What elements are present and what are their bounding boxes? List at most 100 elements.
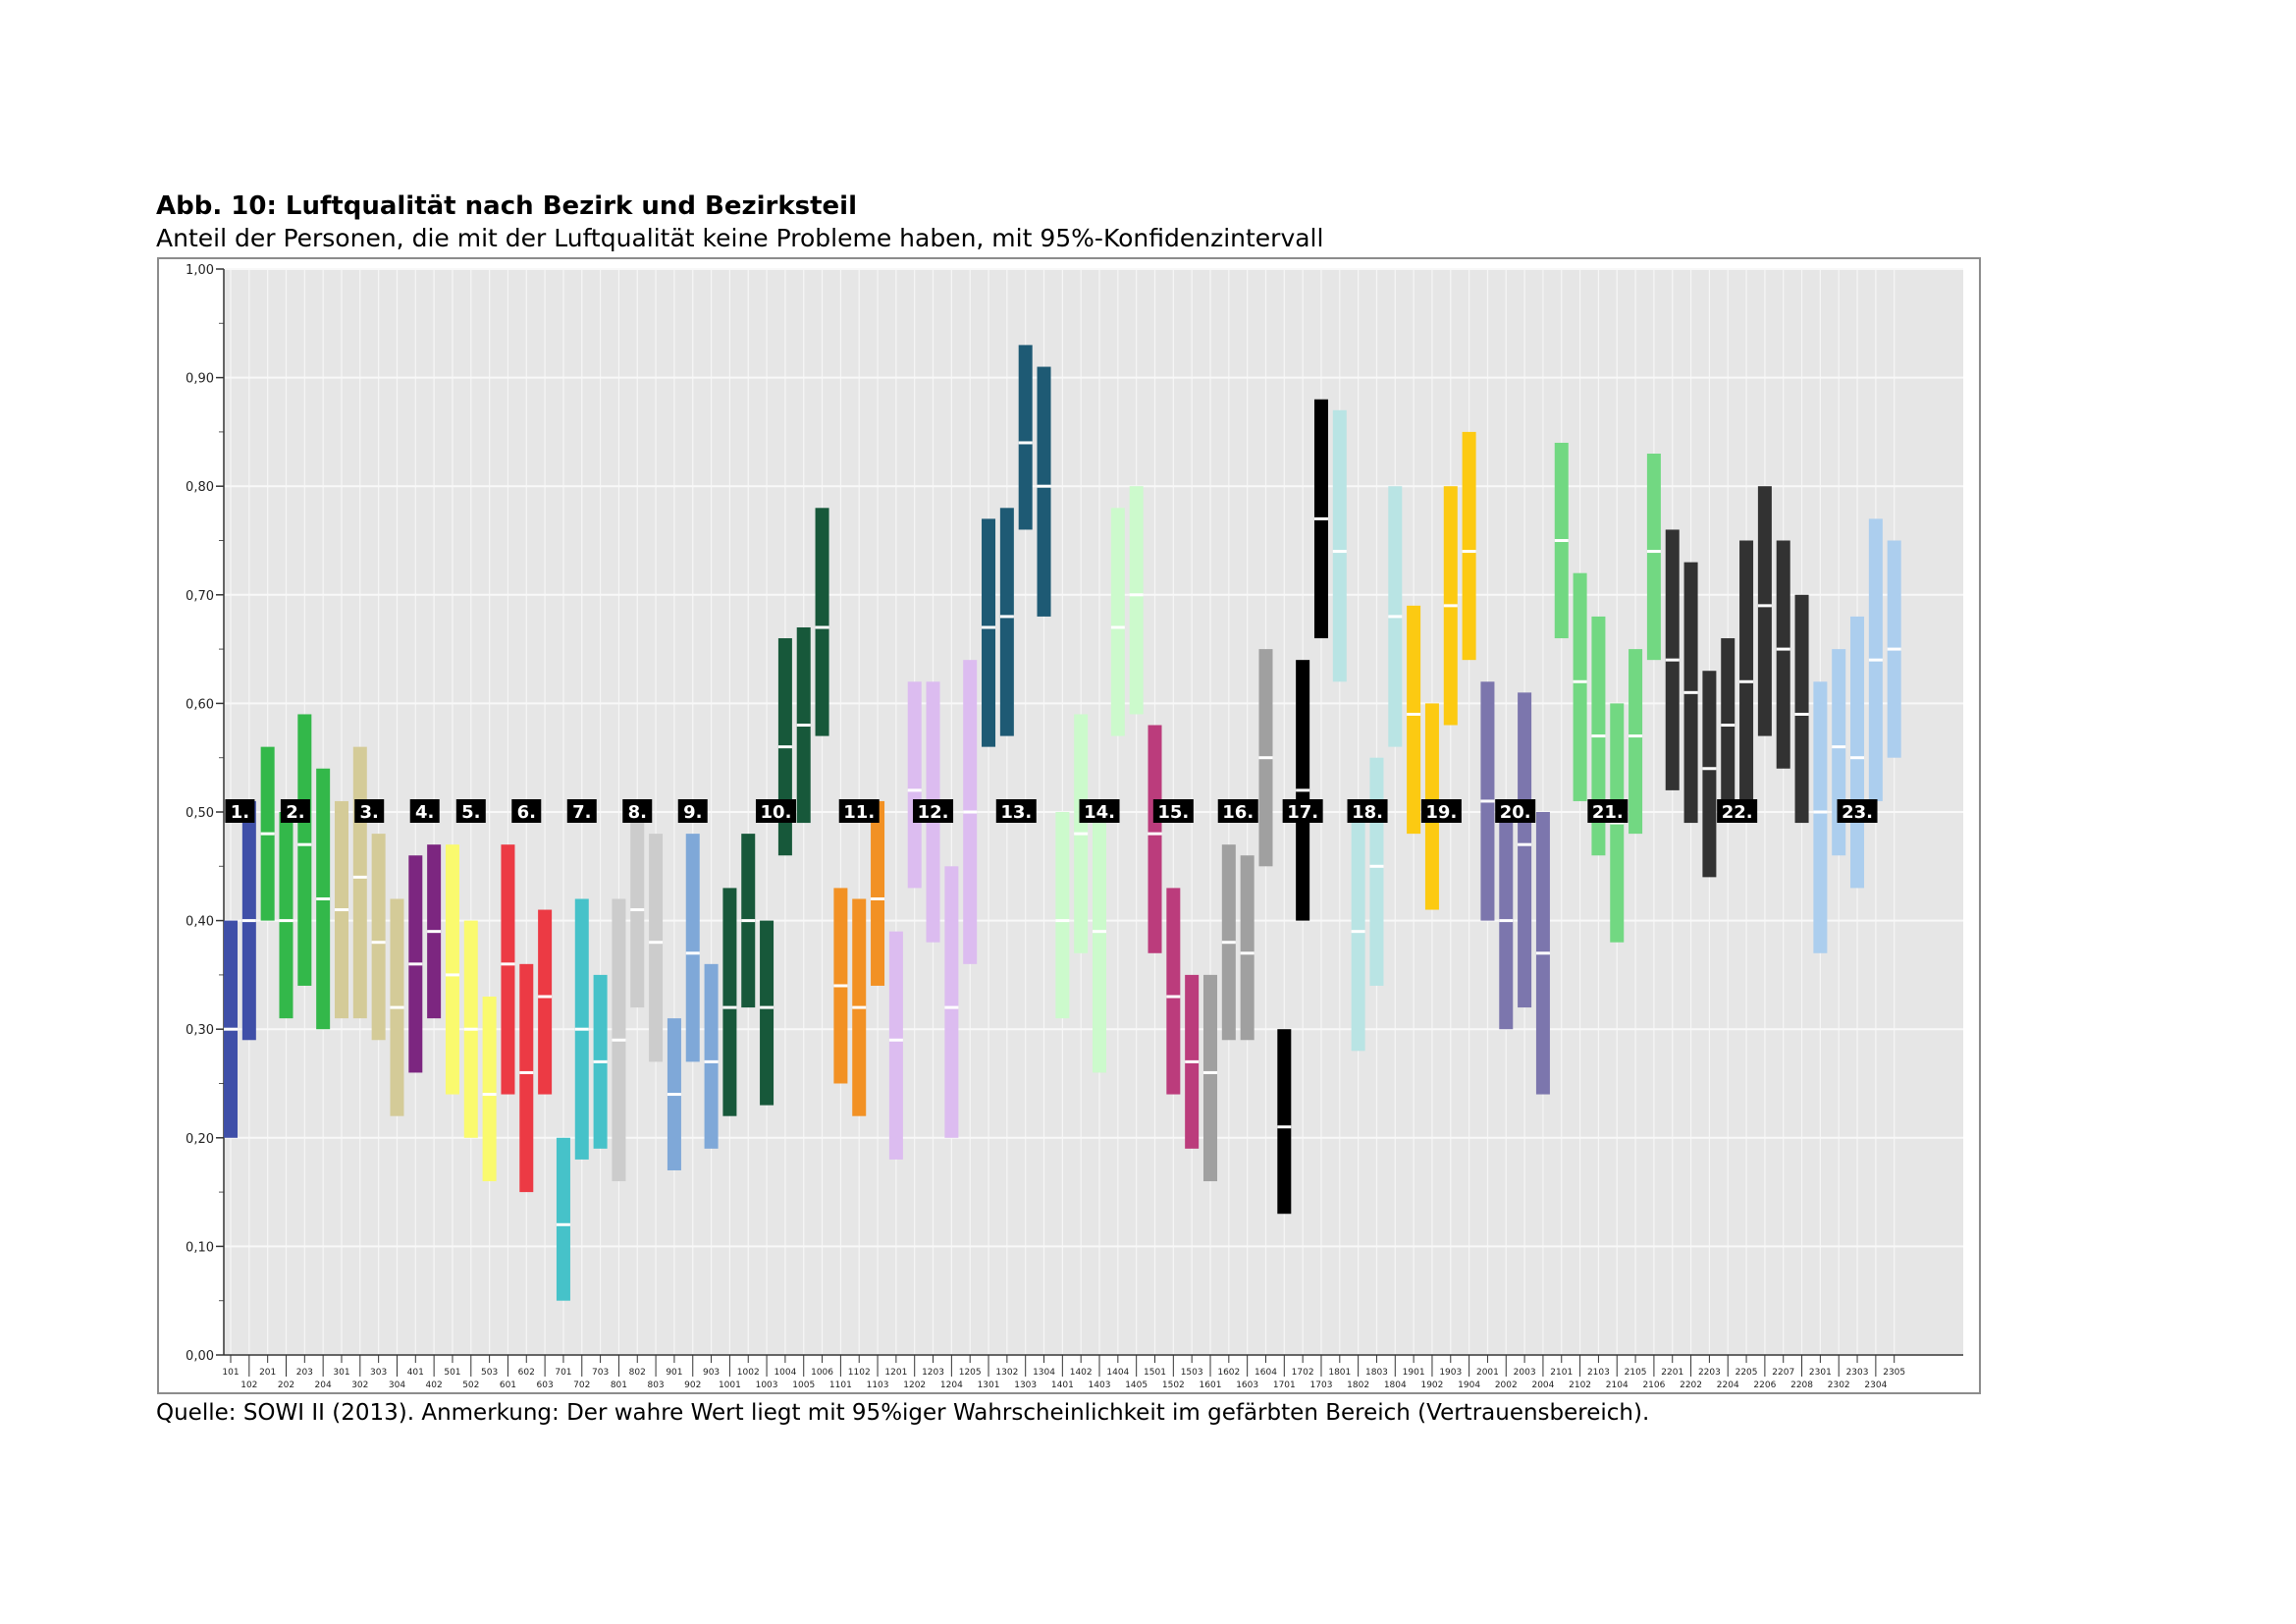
interval-bar-902 — [685, 834, 700, 1062]
district-label: 9. — [683, 802, 702, 823]
interval-bar-501 — [445, 844, 459, 1095]
chart-title: Abb. 10: Luftqualität nach Bezirk und Be… — [156, 191, 858, 221]
x-tick-label: 1402 — [1070, 1368, 1093, 1378]
interval-bar-303 — [371, 834, 386, 1041]
x-tick-label: 901 — [666, 1368, 682, 1378]
x-tick-label: 2208 — [1790, 1380, 1813, 1390]
interval-bar-1202 — [907, 681, 922, 889]
district-label-bg — [455, 799, 486, 823]
y-tick-label: 0,70 — [186, 589, 214, 604]
y-tick-label: 0,10 — [186, 1240, 214, 1255]
x-tick-label: 1404 — [1106, 1368, 1129, 1378]
y-tick-label: 0,30 — [186, 1023, 214, 1038]
district-label-bg — [1347, 799, 1388, 823]
x-tick-label: 2001 — [1476, 1368, 1499, 1378]
district-label-bg — [1152, 799, 1194, 823]
x-tick-label: 1202 — [903, 1380, 926, 1390]
x-tick-label: 1401 — [1051, 1380, 1074, 1390]
x-tick-label: 1302 — [995, 1368, 1018, 1378]
district-label: 14. — [1084, 802, 1115, 823]
x-tick-label: 1701 — [1273, 1380, 1296, 1390]
x-tick-label: 902 — [684, 1380, 701, 1390]
x-tick-label: 1304 — [1033, 1368, 1055, 1378]
interval-bar-2301 — [1813, 681, 1828, 953]
interval-bar-1302 — [999, 508, 1014, 736]
x-tick-label: 401 — [407, 1368, 424, 1378]
x-tick-label: 503 — [481, 1368, 498, 1378]
interval-bar-1603 — [1240, 855, 1255, 1041]
x-tick-label: 1101 — [829, 1380, 852, 1390]
district-label: 2. — [286, 802, 304, 823]
district-label: 5. — [461, 802, 480, 823]
x-tick-label: 1601 — [1200, 1380, 1222, 1390]
district-label: 20. — [1500, 802, 1531, 823]
x-tick-label: 1004 — [774, 1368, 796, 1378]
x-tick-label: 1301 — [978, 1380, 1000, 1390]
interval-bar-903 — [704, 963, 719, 1149]
x-tick-label: 2302 — [1828, 1380, 1850, 1390]
interval-bar-1601 — [1202, 974, 1217, 1182]
x-tick-label: 602 — [518, 1368, 535, 1378]
x-tick-label: 2304 — [1864, 1380, 1887, 1390]
x-tick-label: 1804 — [1384, 1380, 1407, 1390]
interval-bar-302 — [352, 746, 367, 1019]
x-tick-label: 1904 — [1458, 1380, 1480, 1390]
interval-bar-1801 — [1332, 409, 1347, 682]
x-tick-label: 1003 — [756, 1380, 778, 1390]
district-label: 1. — [231, 802, 249, 823]
interval-bar-1003 — [760, 920, 774, 1106]
x-tick-label: 302 — [351, 1380, 368, 1390]
x-tick-label: 601 — [500, 1380, 516, 1390]
interval-bar-701 — [556, 1137, 570, 1301]
district-label-bg — [1217, 799, 1258, 823]
x-tick-label: 1901 — [1403, 1368, 1425, 1378]
interval-bar-2302 — [1832, 649, 1846, 856]
x-tick-label: 2303 — [1846, 1368, 1869, 1378]
y-tick-label: 0,20 — [186, 1132, 214, 1147]
district-label-bg — [838, 799, 880, 823]
x-tick-label: 1602 — [1217, 1368, 1240, 1378]
interval-bar-1803 — [1369, 757, 1384, 986]
x-tick-label: 802 — [629, 1368, 646, 1378]
x-tick-label: 2301 — [1809, 1368, 1832, 1378]
x-tick-label: 2003 — [1514, 1368, 1536, 1378]
interval-bar-1501 — [1148, 725, 1162, 953]
interval-bar-1405 — [1129, 486, 1144, 715]
x-tick-label: 203 — [296, 1368, 313, 1378]
chart-frame: 0,00 0,10 0,20 0,30 0,40 0,50 0,60 0,70 0,80 0,90… — [157, 257, 1981, 1394]
x-tick-label: 803 — [647, 1380, 664, 1390]
district-label: 18. — [1352, 802, 1383, 823]
x-tick-label: 304 — [389, 1380, 405, 1390]
interval-bar-601 — [501, 844, 515, 1095]
x-tick-label: 2103 — [1587, 1368, 1610, 1378]
x-tick-label: 1802 — [1347, 1380, 1369, 1390]
interval-bar-803 — [649, 834, 664, 1062]
district-label-bg — [1420, 799, 1462, 823]
district-label-bg — [1717, 799, 1758, 823]
district-label-bg — [354, 799, 385, 823]
district-label: 19. — [1425, 802, 1457, 823]
interval-bar-1301 — [982, 518, 996, 747]
interval-bar-1701 — [1277, 1029, 1292, 1215]
x-tick-label: 1405 — [1125, 1380, 1148, 1390]
district-label: 22. — [1722, 802, 1753, 823]
district-label: 8. — [628, 802, 647, 823]
x-tick-label: 1403 — [1089, 1380, 1111, 1390]
district-label: 7. — [572, 802, 591, 823]
x-tick-label: 2101 — [1550, 1368, 1573, 1378]
district-label-bg — [1079, 799, 1120, 823]
district-label: 11. — [843, 802, 875, 823]
interval-bar-1502 — [1166, 888, 1181, 1095]
x-tick-label: 1702 — [1292, 1368, 1314, 1378]
x-tick-label: 2002 — [1495, 1380, 1518, 1390]
district-label: 3. — [360, 802, 379, 823]
x-tick-label: 1801 — [1328, 1368, 1351, 1378]
interval-bar-2206 — [1757, 486, 1772, 736]
x-tick-label: 204 — [315, 1380, 332, 1390]
x-tick-label: 2205 — [1735, 1368, 1758, 1378]
interval-bar-1404 — [1110, 508, 1125, 736]
x-tick-label: 1001 — [719, 1380, 741, 1390]
interval-bar-1401 — [1055, 812, 1070, 1019]
x-tick-label: 903 — [703, 1368, 720, 1378]
x-tick-label: 2105 — [1625, 1368, 1647, 1378]
